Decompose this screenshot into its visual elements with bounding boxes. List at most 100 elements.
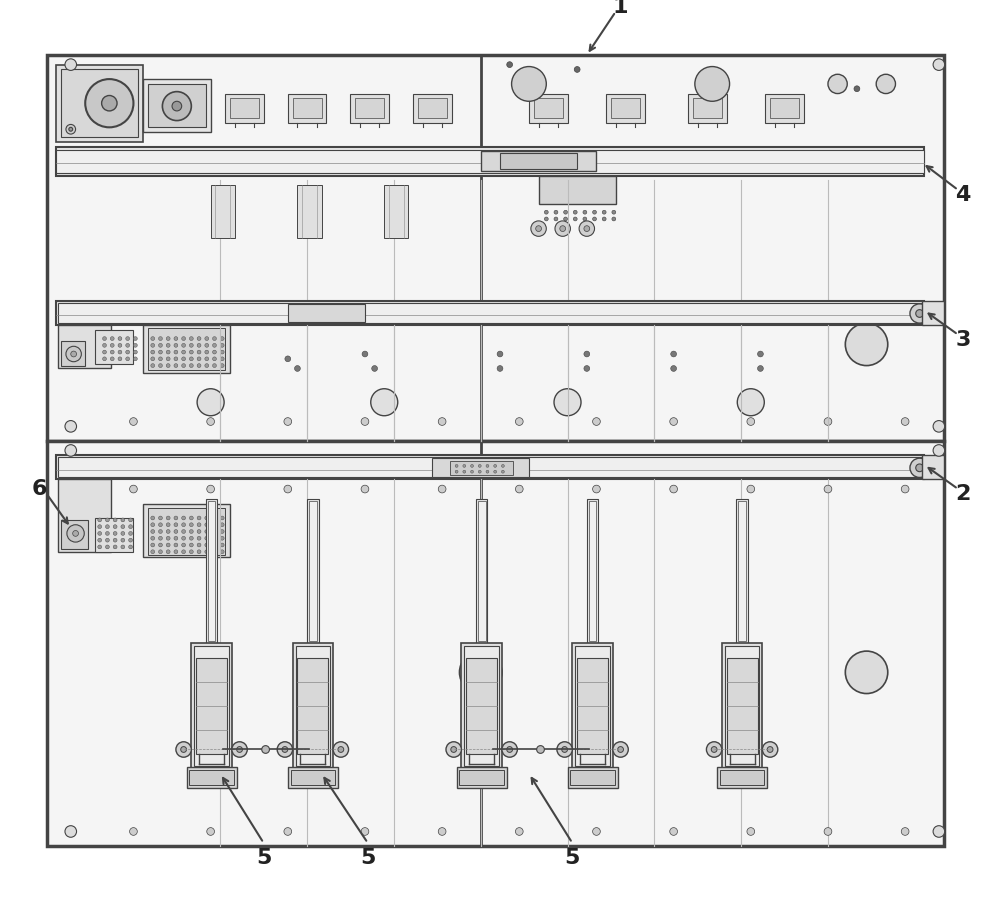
- Circle shape: [507, 746, 513, 752]
- Circle shape: [916, 309, 923, 317]
- Text: 3: 3: [955, 330, 971, 350]
- Circle shape: [159, 537, 162, 540]
- Circle shape: [110, 343, 114, 347]
- Circle shape: [159, 350, 162, 354]
- FancyBboxPatch shape: [211, 185, 235, 238]
- Circle shape: [220, 530, 224, 533]
- FancyBboxPatch shape: [534, 98, 563, 118]
- FancyBboxPatch shape: [288, 767, 338, 788]
- Circle shape: [583, 217, 587, 221]
- FancyBboxPatch shape: [58, 303, 922, 323]
- Circle shape: [220, 336, 224, 341]
- Circle shape: [560, 226, 566, 232]
- Circle shape: [502, 742, 517, 757]
- Circle shape: [285, 356, 291, 361]
- Circle shape: [824, 418, 832, 425]
- FancyBboxPatch shape: [688, 93, 727, 122]
- FancyBboxPatch shape: [481, 151, 596, 171]
- Circle shape: [213, 523, 216, 527]
- Circle shape: [537, 745, 544, 753]
- Circle shape: [207, 485, 214, 493]
- Circle shape: [182, 516, 186, 520]
- Circle shape: [197, 537, 201, 540]
- FancyBboxPatch shape: [191, 644, 232, 769]
- FancyBboxPatch shape: [297, 185, 322, 238]
- Circle shape: [213, 543, 216, 547]
- Circle shape: [602, 210, 606, 214]
- Circle shape: [497, 352, 503, 357]
- FancyBboxPatch shape: [384, 185, 408, 238]
- FancyBboxPatch shape: [765, 93, 804, 122]
- Circle shape: [151, 530, 155, 533]
- Circle shape: [103, 336, 106, 341]
- Circle shape: [205, 336, 209, 341]
- Circle shape: [159, 543, 162, 547]
- Circle shape: [593, 210, 596, 214]
- FancyBboxPatch shape: [570, 770, 615, 785]
- Circle shape: [98, 525, 102, 529]
- FancyBboxPatch shape: [206, 499, 217, 644]
- Circle shape: [182, 350, 186, 354]
- Circle shape: [695, 67, 730, 102]
- Circle shape: [371, 388, 398, 415]
- FancyBboxPatch shape: [291, 770, 335, 785]
- Circle shape: [118, 336, 122, 341]
- Circle shape: [197, 388, 224, 415]
- Circle shape: [824, 485, 832, 493]
- Circle shape: [284, 828, 292, 835]
- FancyBboxPatch shape: [47, 441, 944, 846]
- FancyBboxPatch shape: [350, 93, 389, 122]
- Circle shape: [133, 343, 137, 347]
- Circle shape: [613, 742, 628, 757]
- Circle shape: [362, 352, 368, 357]
- Circle shape: [66, 346, 81, 361]
- Circle shape: [593, 828, 600, 835]
- FancyBboxPatch shape: [61, 342, 85, 366]
- Circle shape: [98, 518, 102, 521]
- Circle shape: [554, 388, 581, 415]
- Circle shape: [105, 518, 109, 521]
- FancyBboxPatch shape: [61, 69, 138, 137]
- Circle shape: [65, 825, 77, 837]
- FancyBboxPatch shape: [293, 644, 333, 769]
- Circle shape: [113, 531, 117, 535]
- Circle shape: [73, 530, 78, 537]
- Circle shape: [197, 530, 201, 533]
- FancyBboxPatch shape: [500, 154, 577, 169]
- FancyBboxPatch shape: [297, 658, 328, 754]
- Circle shape: [133, 336, 137, 341]
- Circle shape: [747, 828, 755, 835]
- Circle shape: [573, 217, 577, 221]
- Circle shape: [182, 364, 186, 368]
- Circle shape: [121, 531, 125, 535]
- Circle shape: [486, 465, 489, 467]
- Circle shape: [670, 828, 677, 835]
- Circle shape: [197, 357, 201, 360]
- FancyBboxPatch shape: [189, 770, 234, 785]
- Circle shape: [151, 343, 155, 347]
- Circle shape: [583, 210, 587, 214]
- Circle shape: [151, 537, 155, 540]
- Circle shape: [333, 742, 349, 757]
- FancyBboxPatch shape: [143, 503, 230, 556]
- Circle shape: [579, 221, 595, 236]
- Circle shape: [282, 746, 288, 752]
- Circle shape: [98, 545, 102, 549]
- FancyBboxPatch shape: [208, 501, 215, 642]
- Circle shape: [284, 418, 292, 425]
- Circle shape: [220, 357, 224, 360]
- FancyBboxPatch shape: [187, 767, 237, 788]
- Circle shape: [103, 350, 106, 354]
- Circle shape: [612, 217, 616, 221]
- Circle shape: [174, 530, 178, 533]
- Circle shape: [901, 828, 909, 835]
- Circle shape: [671, 366, 677, 371]
- FancyBboxPatch shape: [575, 646, 610, 766]
- Circle shape: [933, 58, 945, 70]
- FancyBboxPatch shape: [461, 644, 502, 769]
- Circle shape: [220, 350, 224, 354]
- Circle shape: [205, 530, 209, 533]
- Circle shape: [438, 828, 446, 835]
- Circle shape: [166, 537, 170, 540]
- Circle shape: [103, 343, 106, 347]
